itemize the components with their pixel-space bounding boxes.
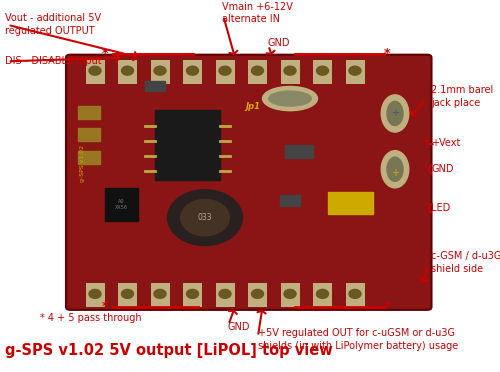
Bar xyxy=(313,60,332,84)
Bar xyxy=(150,283,170,307)
Circle shape xyxy=(122,289,134,298)
Circle shape xyxy=(349,66,361,75)
Text: DIS - DISABLE input: DIS - DISABLE input xyxy=(5,57,102,66)
Text: c-GSM / d-u3G
shield side: c-GSM / d-u3G shield side xyxy=(431,251,500,274)
Text: *: * xyxy=(102,301,108,313)
Text: +: + xyxy=(391,168,399,178)
Bar xyxy=(150,60,170,84)
Text: +Vext: +Vext xyxy=(431,138,460,148)
Circle shape xyxy=(284,289,296,298)
Text: Vout - additional 5V
regulated OUTPUT: Vout - additional 5V regulated OUTPUT xyxy=(5,13,101,36)
Bar xyxy=(105,188,138,221)
Bar xyxy=(328,192,372,214)
Circle shape xyxy=(252,66,264,75)
Circle shape xyxy=(168,190,242,246)
Circle shape xyxy=(219,289,231,298)
Text: Jp1: Jp1 xyxy=(245,102,260,110)
Circle shape xyxy=(186,66,198,75)
Text: GND: GND xyxy=(228,323,250,332)
Circle shape xyxy=(180,199,230,236)
Text: A0
XX56: A0 XX56 xyxy=(115,199,128,210)
Bar xyxy=(145,81,165,91)
Ellipse shape xyxy=(262,86,318,110)
Bar xyxy=(330,195,350,206)
Bar xyxy=(155,110,220,180)
Circle shape xyxy=(89,66,101,75)
Bar xyxy=(118,283,137,307)
Ellipse shape xyxy=(382,151,409,188)
Text: 033: 033 xyxy=(198,213,212,222)
Ellipse shape xyxy=(269,91,312,106)
Text: +: + xyxy=(391,109,399,118)
Bar xyxy=(78,128,100,141)
Text: *: * xyxy=(384,48,391,60)
Bar xyxy=(78,106,100,119)
Text: g-SPS v1.02: g-SPS v1.02 xyxy=(80,145,85,182)
Bar xyxy=(346,60,364,84)
Ellipse shape xyxy=(387,157,403,182)
Circle shape xyxy=(252,289,264,298)
Bar xyxy=(78,151,100,164)
Bar xyxy=(86,60,104,84)
Bar xyxy=(183,283,202,307)
Text: *: * xyxy=(384,301,391,313)
Text: GND: GND xyxy=(268,38,290,48)
Text: 2.1mm barel
jack place: 2.1mm barel jack place xyxy=(431,85,493,108)
Bar xyxy=(216,60,234,84)
Bar xyxy=(280,195,300,206)
Circle shape xyxy=(284,66,296,75)
Bar xyxy=(280,60,299,84)
Bar xyxy=(86,283,104,307)
Bar xyxy=(183,60,202,84)
Circle shape xyxy=(154,289,166,298)
Text: * 4 + 5 pass through: * 4 + 5 pass through xyxy=(40,313,142,323)
Bar xyxy=(248,283,267,307)
Circle shape xyxy=(89,289,101,298)
Text: LED: LED xyxy=(431,203,450,213)
Circle shape xyxy=(186,289,198,298)
Circle shape xyxy=(316,66,328,75)
Text: *: * xyxy=(102,48,108,60)
Circle shape xyxy=(154,66,166,75)
Ellipse shape xyxy=(382,95,409,132)
Bar xyxy=(216,283,234,307)
Text: Vmain +6-12V
alternate IN: Vmain +6-12V alternate IN xyxy=(222,1,294,25)
Circle shape xyxy=(122,66,134,75)
Text: GND: GND xyxy=(431,164,454,174)
Bar xyxy=(313,283,332,307)
Text: +5V regulated OUT for c-uGSM or d-u3G
shields (in with LiPolymer battery) usage: +5V regulated OUT for c-uGSM or d-u3G sh… xyxy=(258,328,458,351)
Circle shape xyxy=(349,289,361,298)
Bar xyxy=(118,60,137,84)
Text: g-SPS v1.02 5V output [LiPOL] top view: g-SPS v1.02 5V output [LiPOL] top view xyxy=(5,343,333,358)
Bar xyxy=(248,60,267,84)
FancyBboxPatch shape xyxy=(66,55,432,310)
Circle shape xyxy=(219,66,231,75)
Bar xyxy=(346,283,364,307)
Ellipse shape xyxy=(387,101,403,125)
Bar xyxy=(285,145,312,158)
Circle shape xyxy=(316,289,328,298)
Bar xyxy=(280,283,299,307)
